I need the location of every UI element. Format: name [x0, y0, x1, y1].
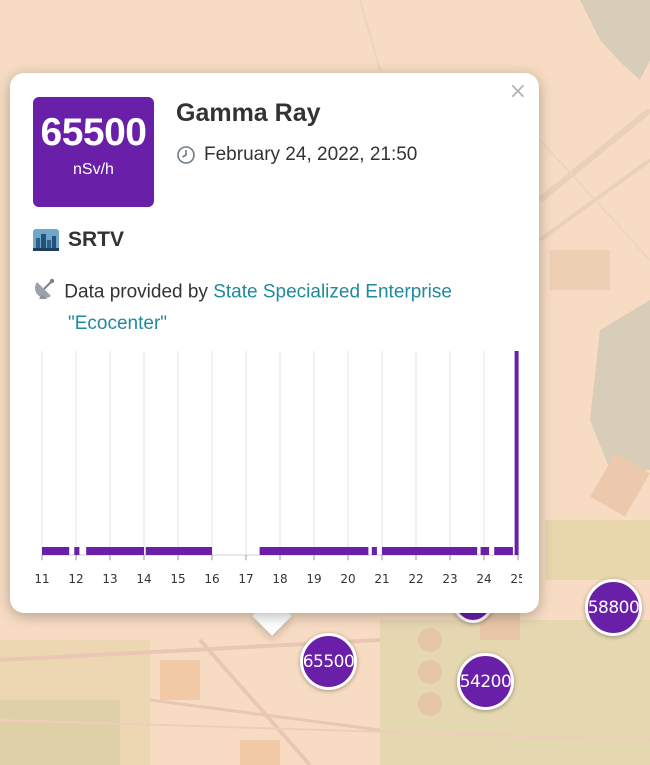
- x-tick-label: 12: [68, 572, 83, 586]
- timestamp: February 24, 2022, 21:50: [204, 144, 418, 165]
- data-bar-segment: [259, 547, 369, 555]
- map-marker-65500[interactable]: 65500: [300, 633, 357, 690]
- x-tick-label: 19: [306, 572, 321, 586]
- chart-bars: [42, 351, 519, 555]
- city-icon: [33, 229, 59, 251]
- provider-link-continued[interactable]: "Ecocenter": [68, 313, 168, 334]
- station-row: SRTV: [33, 228, 124, 252]
- clock-icon: [177, 146, 195, 164]
- close-button[interactable]: ×: [508, 79, 527, 104]
- x-tick-label: 22: [408, 572, 423, 586]
- map-marker-54200[interactable]: 54200: [457, 653, 514, 710]
- water-area: [590, 300, 650, 470]
- info-popup: × 65500 nSv/h Gamma Ray February 24, 202…: [10, 73, 539, 613]
- x-tick-label: 20: [340, 572, 355, 586]
- data-bar-segment: [382, 547, 478, 555]
- data-bar-segment: [371, 547, 377, 555]
- reading-unit: nSv/h: [73, 161, 114, 178]
- data-bar-segment: [494, 547, 513, 555]
- x-tick-label: 15: [170, 572, 185, 586]
- data-bar-segment: [86, 547, 144, 555]
- timestamp-row: February 24, 2022, 21:50: [176, 144, 417, 166]
- x-tick-label: 25: [510, 572, 522, 586]
- x-tick-label: 14: [136, 572, 151, 586]
- data-bar-segment: [145, 547, 212, 555]
- x-tick-label: 11: [34, 572, 49, 586]
- history-chart: 11 12 13 14 15 16 17 18 19 20 21 22 23 24 25: [34, 351, 522, 586]
- provider-row: Data provided by State Specialized Enter…: [33, 276, 513, 338]
- x-tick-label: 17: [238, 572, 253, 586]
- provider-prefix: Data provided by: [64, 281, 214, 303]
- chart-grid: [41, 351, 519, 561]
- station-name: SRTV: [68, 228, 125, 251]
- data-bar-segment: [42, 547, 70, 555]
- reading-badge: 65500 nSv/h: [33, 97, 154, 207]
- x-tick-label: 16: [204, 572, 219, 586]
- provider-link[interactable]: State Specialized Enterprise: [213, 281, 452, 303]
- map-marker-58800[interactable]: 58800: [585, 579, 642, 636]
- x-tick-label: 23: [442, 572, 457, 586]
- data-bar-segment: [74, 547, 80, 555]
- reading-value: 65500: [40, 111, 147, 154]
- data-bar-segment: [480, 547, 490, 555]
- chart-tick-labels: 11 12 13 14 15 16 17 18 19 20 21 22 23 24 25: [34, 555, 522, 586]
- water-area: [580, 0, 650, 80]
- satellite-antenna-icon: [35, 278, 55, 299]
- popup-title: Gamma Ray: [176, 99, 321, 127]
- x-tick-label: 18: [272, 572, 287, 586]
- x-tick-label: 24: [476, 572, 491, 586]
- data-spike-bar: [514, 351, 519, 555]
- x-tick-label: 21: [374, 572, 389, 586]
- x-tick-label: 13: [102, 572, 117, 586]
